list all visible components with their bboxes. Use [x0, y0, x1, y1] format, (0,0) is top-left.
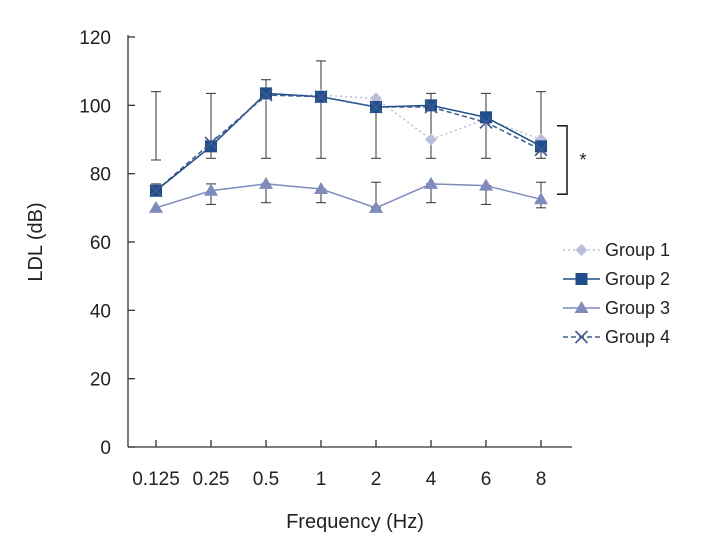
data-point — [149, 200, 163, 213]
legend: Group 1 Group 2 Group 3 Group 4 — [563, 240, 670, 347]
y-tick-label: 80 — [90, 165, 111, 186]
significance-line — [557, 125, 568, 195]
x-tick-label: 0.125 — [132, 469, 180, 490]
significance-label: * — [579, 150, 586, 170]
x-tick-label: 8 — [536, 469, 547, 490]
legend-label: Group 1 — [605, 240, 670, 260]
legend-marker — [574, 330, 589, 344]
data-point — [314, 182, 328, 195]
significance-bracket: * — [557, 125, 587, 195]
series-markers — [149, 87, 548, 213]
data-point — [479, 115, 493, 129]
data-point — [149, 184, 163, 198]
x-tick-label: 6 — [481, 469, 492, 490]
y-tick-label: 100 — [79, 96, 111, 117]
error-bar — [481, 92, 491, 159]
legend-entry: Group 3 — [563, 298, 670, 318]
error-bar — [151, 91, 161, 161]
data-point — [314, 90, 328, 104]
x-tick-label: 2 — [371, 469, 382, 490]
data-point — [534, 192, 548, 205]
legend-entry: Group 4 — [563, 327, 670, 347]
data-point — [425, 99, 437, 112]
error-bar — [316, 60, 326, 159]
y-tick-label: 20 — [90, 370, 111, 391]
y-tick-label: 40 — [90, 301, 111, 322]
y-tick-label: 0 — [100, 438, 111, 459]
y-tick-label: 60 — [90, 233, 111, 254]
data-point — [369, 100, 383, 114]
series-line — [155, 94, 542, 192]
data-point — [535, 140, 547, 153]
x-tick-label: 0.25 — [193, 469, 230, 490]
legend-entry: Group 2 — [563, 269, 670, 289]
data-point — [260, 87, 272, 100]
legend-label: Group 3 — [605, 298, 670, 318]
legend-marker — [574, 301, 589, 313]
legend-marker — [575, 244, 588, 256]
axes: 0 20 40 60 80 100 120 0.125 0.25 0.5 1 2 4 6 8 — [79, 28, 572, 490]
x-tick-label: 1 — [316, 469, 327, 490]
y-tick-label: 120 — [79, 28, 111, 49]
data-point — [369, 200, 383, 213]
x-tick-label: 4 — [426, 469, 437, 490]
data-point — [259, 88, 273, 102]
data-point — [204, 136, 218, 150]
x-axis-title: Frequency (Hz) — [286, 511, 424, 533]
legend-label: Group 2 — [605, 269, 670, 289]
data-point — [424, 100, 438, 114]
legend-marker — [575, 273, 588, 285]
y-axis-title: LDL (dB) — [25, 202, 47, 281]
data-point — [425, 133, 437, 146]
legend-label: Group 4 — [605, 327, 670, 347]
data-point — [204, 183, 218, 196]
data-point — [259, 176, 273, 189]
data-point — [479, 178, 493, 191]
data-point — [205, 140, 217, 153]
series-lines — [155, 92, 542, 209]
data-point — [534, 143, 548, 157]
legend-entry: Group 1 — [563, 240, 670, 260]
series-line — [155, 183, 542, 209]
x-tick-label: 0.5 — [253, 469, 279, 490]
data-point — [424, 176, 438, 189]
